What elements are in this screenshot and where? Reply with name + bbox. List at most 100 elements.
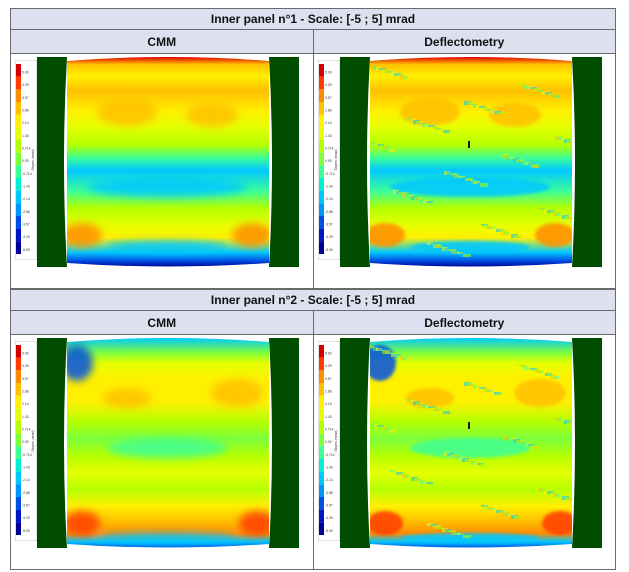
legend-tick-label: 1.43 (325, 415, 332, 419)
panel-1-deflectometry-header: Deflectometry (313, 30, 616, 54)
legend-swatch (318, 127, 324, 140)
legend-swatch (16, 459, 21, 472)
legend-swatch (16, 383, 21, 396)
mount-strip-right (571, 338, 602, 548)
defect-mark (467, 141, 470, 148)
legend-tick-label: 1.43 (22, 134, 29, 138)
legend-tick-label: -0.714 (325, 172, 335, 176)
panel-2-deflectometry-cell: 5.00 4.29 3.57 2.86 2.14 1.43 0.714 0.00 -0.714 -… (313, 335, 616, 570)
legend-swatch (16, 357, 21, 371)
legend-tick-label: 3.57 (22, 96, 29, 100)
legend-swatch (16, 114, 21, 128)
legend-tick-label: 0.714 (325, 147, 334, 151)
color-scale-legend: 5.00 4.29 3.57 2.86 2.14 1.43 0.714 0.00 -0.714 -… (15, 60, 37, 260)
legend-tick-label: 4.29 (325, 83, 332, 87)
legend-swatch (16, 408, 21, 421)
legend-unit-label: Slopes (mrad) (334, 430, 338, 451)
legend-swatch (16, 178, 21, 191)
legend-tick-label: 2.14 (22, 121, 29, 125)
legend-swatch (16, 345, 21, 358)
legend-swatch (16, 203, 21, 216)
legend-swatch (16, 522, 21, 535)
legend-swatch (318, 89, 324, 102)
legend-tick-label: 2.86 (325, 109, 332, 113)
legend-tick-label: 2.86 (22, 390, 29, 394)
legend-tick-label: 2.14 (325, 121, 332, 125)
legend-unit-label: Slopes (mrad) (334, 149, 338, 170)
legend-tick-label: 0.00 (325, 159, 332, 163)
legend-tick-label: 0.714 (22, 147, 31, 151)
legend-unit-label: Slopes (mrad) (31, 149, 35, 170)
legend-swatch (16, 64, 21, 77)
legend-swatch (318, 345, 324, 358)
panel-1-title: Inner panel n°1 - Scale: [-5 ; 5] mrad (10, 8, 616, 30)
legend-swatch (318, 395, 324, 409)
legend-swatch (318, 241, 324, 254)
panel-1-deflectometry-slope-map (339, 57, 602, 267)
mount-strip-left (339, 57, 370, 267)
legend-tick-label: -5.00 (325, 529, 333, 533)
legend-swatch (318, 433, 324, 447)
legend-tick-label: 1.43 (22, 415, 29, 419)
legend-tick-label: 0.00 (22, 159, 29, 163)
legend-swatch (16, 127, 21, 140)
color-scale-legend: 5.00 4.29 3.57 2.86 2.14 1.43 0.714 0.00 -0.714 -… (317, 341, 340, 541)
legend-tick-label: 5.00 (22, 71, 29, 75)
legend-swatch (16, 152, 21, 166)
slope-field (67, 57, 269, 267)
legend-swatch (318, 64, 324, 77)
legend-tick-label: 2.86 (325, 390, 332, 394)
legend-tick-label: 1.43 (325, 134, 332, 138)
panel-2-deflectometry-slope-map (339, 338, 602, 548)
legend-swatch (16, 190, 21, 204)
legend-tick-label: -0.714 (22, 453, 32, 457)
legend-swatch (318, 497, 324, 510)
legend-swatch (318, 228, 324, 242)
legend-tick-label: 2.14 (325, 402, 332, 406)
panel-1-cmm-cell: 5.00 4.29 3.57 2.86 2.14 1.43 0.714 0.00 -0.714 -… (10, 54, 314, 289)
legend-swatch (318, 178, 324, 191)
legend-swatch (318, 408, 324, 421)
legend-swatch (318, 471, 324, 485)
mount-strip-right (571, 57, 602, 267)
legend-tick-label: -1.43 (325, 466, 333, 470)
mount-strip-left (339, 338, 370, 548)
legend-tick-label: -2.86 (325, 491, 333, 495)
legend-tick-label: -4.29 (22, 235, 30, 239)
legend-tick-label: -1.43 (325, 185, 333, 189)
defect-mark (467, 422, 470, 429)
legend-swatch (318, 114, 324, 128)
mount-strip-right (269, 338, 299, 548)
legend-swatch (16, 102, 21, 115)
legend-swatch (16, 509, 21, 523)
legend-swatch (16, 421, 21, 434)
legend-tick-label: 2.14 (22, 402, 29, 406)
legend-swatch (16, 89, 21, 102)
legend-swatch (318, 216, 324, 229)
legend-tick-label: 5.00 (325, 352, 332, 356)
legend-swatch (318, 522, 324, 535)
legend-tick-label: -2.86 (325, 210, 333, 214)
mount-strip-left (37, 57, 67, 267)
panel-1-cmm-header: CMM (10, 30, 314, 54)
legend-tick-label: -1.43 (22, 185, 30, 189)
legend-swatch (318, 102, 324, 115)
legend-tick-label: -5.00 (22, 248, 30, 252)
panel-2-cmm-slope-map (37, 338, 299, 548)
legend-tick-label: 0.714 (22, 428, 31, 432)
legend-tick-label: 5.00 (22, 352, 29, 356)
mount-strip-left (37, 338, 67, 548)
legend-swatch (16, 395, 21, 409)
legend-swatch (318, 484, 324, 497)
panel-2-title: Inner panel n°2 - Scale: [-5 ; 5] mrad (10, 289, 616, 311)
legend-swatch (16, 446, 21, 459)
legend-tick-label: 3.57 (325, 377, 332, 381)
panel-1-deflectometry-cell: 5.00 4.29 3.57 2.86 2.14 1.43 0.714 0.00 -0.714 -… (313, 54, 616, 289)
color-scale-legend: 5.00 4.29 3.57 2.86 2.14 1.43 0.714 0.00 -0.714 -… (15, 341, 37, 541)
panel-1-table: Inner panel n°1 - Scale: [-5 ; 5] mrad C… (10, 8, 616, 289)
color-scale-legend: 5.00 4.29 3.57 2.86 2.14 1.43 0.714 0.00 -0.714 -… (317, 60, 340, 260)
slope-field (369, 57, 572, 267)
slope-field (67, 338, 269, 548)
panel-2-deflectometry-header: Deflectometry (313, 311, 616, 335)
legend-swatch (16, 484, 21, 497)
